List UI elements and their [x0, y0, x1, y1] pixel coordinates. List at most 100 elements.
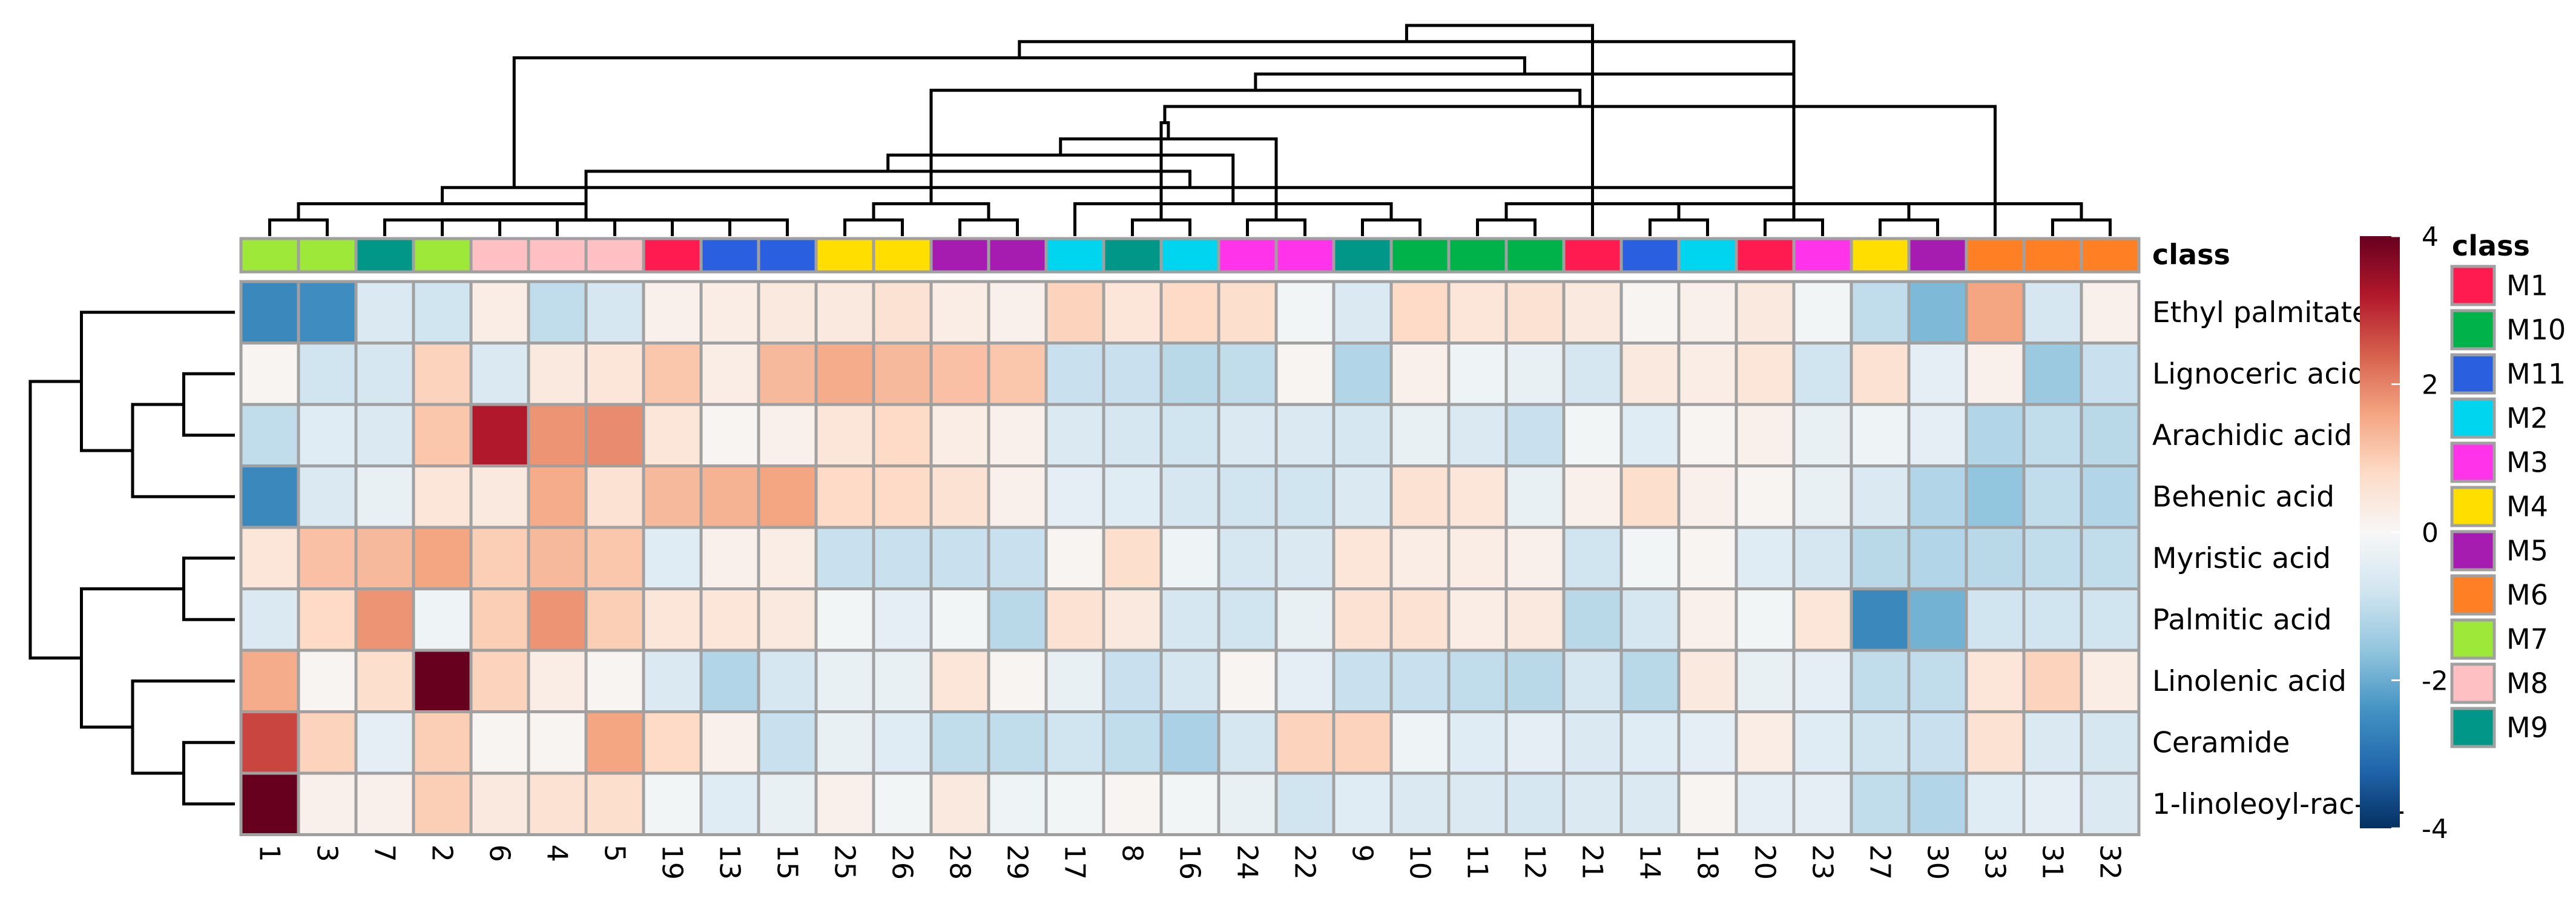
heatmap-cell-1-linoleoyl-rac-gl-col-26	[872, 771, 933, 836]
heatmap-cell-palmitic-acid-col-30	[1907, 587, 1968, 652]
class-legend-swatch-m9	[2450, 707, 2496, 748]
heatmap-cell-ethyl-palmitate-col-20	[1734, 280, 1796, 345]
heatmap-cell-linolenic-acid-col-29	[987, 648, 1048, 713]
heatmap-cell-lignoceric-acid-col-27	[1850, 341, 1911, 406]
heatmap-cell-myristic-acid-col-25	[814, 526, 875, 590]
row-labels: Ethyl palmitate Lignoceric acid Arachidic …	[2152, 296, 2403, 821]
heatmap-cell-behenic-acid-col-1	[239, 464, 300, 529]
heatmap-cell-1-linoleoyl-rac-gl-col-24	[1217, 771, 1278, 836]
heatmap-cell-1-linoleoyl-rac-gl-col-27	[1850, 771, 1911, 836]
heatmap-cell-ceramide-col-8	[1102, 710, 1163, 775]
class-legend-label-m5: M5	[2506, 535, 2548, 567]
heatmap-cell-behenic-acid-col-3	[297, 464, 358, 529]
heatmap-cell-linolenic-acid-col-4	[527, 648, 588, 713]
heatmap-cell-myristic-acid-col-17	[1044, 526, 1105, 590]
heatmap-cell-1-linoleoyl-rac-gl-col-4	[527, 771, 588, 836]
heatmap-cell-palmitic-acid-col-31	[2022, 587, 2083, 652]
heatmap-cell-linolenic-acid-col-13	[699, 648, 760, 713]
heatmap-cell-ceramide-col-5	[584, 710, 645, 775]
heatmap-cell-ethyl-palmitate-col-8	[1102, 280, 1163, 345]
heatmap-cell-ethyl-palmitate-col-30	[1907, 280, 1968, 345]
heatmap-cell-1-linoleoyl-rac-gl-col-6	[469, 771, 530, 836]
heatmap-cell-behenic-acid-col-21	[1562, 464, 1623, 529]
heatmap-cell-palmitic-acid-col-22	[1274, 587, 1336, 652]
heatmap-cell-myristic-acid-col-33	[1965, 526, 2026, 590]
column-label-5: 5	[599, 845, 631, 862]
heatmap-cell-1-linoleoyl-rac-gl-col-29	[987, 771, 1048, 836]
class-legend-label-m2: M2	[2506, 402, 2548, 435]
annotation-cell-col-10	[1389, 237, 1451, 274]
heatmap-cell-1-linoleoyl-rac-gl-col-16	[1159, 771, 1220, 836]
heatmap-cell-lignoceric-acid-col-23	[1792, 341, 1853, 406]
heatmap-cell-1-linoleoyl-rac-gl-col-18	[1677, 771, 1738, 836]
column-dendrogram-link-4	[383, 218, 789, 236]
row-label-ceramide: Ceramide	[2152, 726, 2290, 759]
column-dendrogram-link-22	[886, 153, 1235, 204]
column-dendrogram-link-23	[1059, 137, 1278, 220]
heatmap-cell-behenic-acid-col-6	[469, 464, 530, 529]
class-legend-label-m1: M1	[2506, 269, 2548, 302]
column-label-25: 25	[829, 845, 861, 880]
row-dendrogram-link-2	[80, 311, 235, 452]
heatmap-cell-lignoceric-acid-col-25	[814, 341, 875, 406]
annotation-cell-col-7	[354, 237, 415, 274]
annotation-cell-col-9	[1332, 237, 1393, 274]
heatmap-cell-palmitic-acid-col-25	[814, 587, 875, 652]
heatmap-cell-linolenic-acid-col-19	[642, 648, 703, 713]
annotation-cell-col-31	[2022, 237, 2083, 274]
heatmap-cell-ethyl-palmitate-col-1	[239, 280, 300, 345]
heatmap-cell-ceramide-col-11	[1447, 710, 1508, 775]
column-label-28: 28	[944, 845, 977, 880]
heatmap-cell-arachidic-acid-col-5	[584, 403, 645, 467]
heatmap-cell-linolenic-acid-col-26	[872, 648, 933, 713]
heatmap-cell-lignoceric-acid-col-31	[2022, 341, 2083, 406]
heatmap-cell-palmitic-acid-col-17	[1044, 587, 1105, 652]
heatmap-cell-myristic-acid-col-11	[1447, 526, 1508, 590]
heatmap-cell-ethyl-palmitate-col-23	[1792, 280, 1853, 345]
heatmap-cell-arachidic-acid-col-28	[929, 403, 990, 467]
heatmap-cell-arachidic-acid-col-30	[1907, 403, 1968, 467]
heatmap-cell-1-linoleoyl-rac-gl-col-32	[2080, 771, 2141, 836]
heatmap-cell-linolenic-acid-col-17	[1044, 648, 1105, 713]
column-labels: 1 3 7 2 6 4 5 19 13 15 25 26 28 29 17 8 16 24 22 9 10 11 12 21 1…	[254, 845, 2127, 880]
heatmap-cell-arachidic-acid-col-18	[1677, 403, 1738, 467]
heatmap-cell-palmitic-acid-col-13	[699, 587, 760, 652]
heatmap-cell-ceramide-col-7	[354, 710, 415, 775]
class-legend-label-m11: M11	[2506, 358, 2566, 391]
heatmap-cell-arachidic-acid-col-21	[1562, 403, 1623, 467]
heatmap-cell-linolenic-acid-col-7	[354, 648, 415, 713]
heatmap-cell-linolenic-acid-col-27	[1850, 648, 1911, 713]
heatmap-cell-ethyl-palmitate-col-6	[469, 280, 530, 345]
column-label-21: 21	[1576, 845, 1609, 880]
heatmap-cell-palmitic-acid-col-29	[987, 587, 1048, 652]
heatmap-cell-lignoceric-acid-col-5	[584, 341, 645, 406]
heatmap-cell-1-linoleoyl-rac-gl-col-22	[1274, 771, 1336, 836]
heatmap-cell-lignoceric-acid-col-2	[412, 341, 473, 406]
heatmap-cell-1-linoleoyl-rac-gl-col-1	[239, 771, 300, 836]
heatmap-cell-ethyl-palmitate-col-14	[1619, 280, 1681, 345]
heatmap-cell-ceramide-col-29	[987, 710, 1048, 775]
heatmap-cell-ethyl-palmitate-col-7	[354, 280, 415, 345]
column-label-14: 14	[1634, 845, 1667, 880]
heatmap-cell-1-linoleoyl-rac-gl-col-12	[1504, 771, 1566, 836]
heatmap-cell-linolenic-acid-col-31	[2022, 648, 2083, 713]
heatmap-cell-linolenic-acid-col-6	[469, 648, 530, 713]
heatmap-cell-linolenic-acid-col-15	[757, 648, 818, 713]
heatmap-cell-palmitic-acid-col-6	[469, 587, 530, 652]
heatmap-cell-ethyl-palmitate-col-17	[1044, 280, 1105, 345]
heatmap-cell-linolenic-acid-col-25	[814, 648, 875, 713]
heatmap-cell-myristic-acid-col-4	[527, 526, 588, 590]
heatmap-cell-ethyl-palmitate-col-27	[1850, 280, 1911, 345]
column-label-3: 3	[311, 845, 344, 862]
heatmap-cell-arachidic-acid-col-3	[297, 403, 358, 467]
heatmap-cell-linolenic-acid-col-12	[1504, 648, 1566, 713]
heatmap-cell-1-linoleoyl-rac-gl-col-23	[1792, 771, 1853, 836]
heatmap-cell-ceramide-col-32	[2080, 710, 2141, 775]
column-label-11: 11	[1461, 845, 1494, 880]
heatmap-cell-behenic-acid-col-27	[1850, 464, 1911, 529]
heatmap-cell-1-linoleoyl-rac-gl-col-31	[2022, 771, 2083, 836]
heatmap-cell-behenic-acid-col-28	[929, 464, 990, 529]
heatmap-cell-ethyl-palmitate-col-25	[814, 280, 875, 345]
heatmap-cell-ceramide-col-27	[1850, 710, 1911, 775]
column-label-20: 20	[1749, 845, 1782, 880]
